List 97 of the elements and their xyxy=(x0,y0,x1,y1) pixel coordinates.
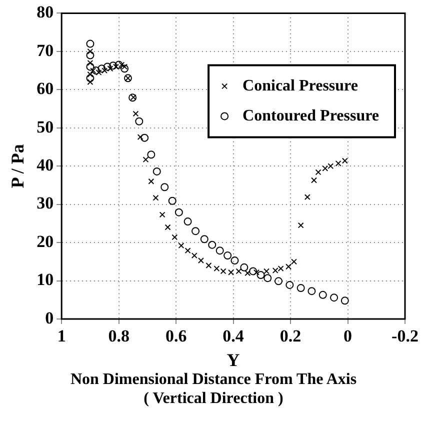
point xyxy=(148,178,154,184)
point xyxy=(264,268,270,274)
point xyxy=(107,66,114,72)
point xyxy=(311,177,317,184)
point xyxy=(102,68,108,74)
point xyxy=(92,66,100,75)
x-tick-label: 0 xyxy=(344,326,352,346)
point xyxy=(114,60,123,69)
point xyxy=(184,218,192,226)
point xyxy=(200,235,208,244)
point xyxy=(178,242,184,249)
point xyxy=(122,64,128,70)
point xyxy=(216,246,224,255)
point xyxy=(172,234,178,240)
point xyxy=(152,194,159,201)
point xyxy=(191,252,198,259)
y-axis-title: P / Pa xyxy=(7,144,28,188)
point xyxy=(109,62,118,70)
point xyxy=(278,266,284,272)
y-tick-label: 70 xyxy=(36,40,54,60)
point xyxy=(142,156,149,163)
x-tick-label: 0.6 xyxy=(165,326,187,346)
x-tick-label: 0.2 xyxy=(280,326,302,346)
point xyxy=(274,277,283,286)
point xyxy=(137,134,144,140)
point xyxy=(135,117,144,126)
point xyxy=(236,268,242,274)
point xyxy=(198,258,204,264)
point xyxy=(86,40,94,48)
text: Non Dimensional Distance From The Axis ( Vertical Direction ) xyxy=(69,370,358,408)
point xyxy=(120,64,129,73)
point xyxy=(296,284,305,292)
legend-label: Conical Pressure xyxy=(242,77,358,94)
point xyxy=(112,64,119,70)
point xyxy=(224,252,232,260)
point xyxy=(286,264,292,270)
y-tick-label: 60 xyxy=(36,79,54,98)
point xyxy=(152,167,161,176)
point xyxy=(318,290,327,299)
point xyxy=(304,194,310,200)
point xyxy=(315,169,322,176)
point xyxy=(174,208,183,216)
point xyxy=(342,158,348,164)
point xyxy=(322,165,328,172)
y-tick-label: 10 xyxy=(36,270,54,290)
point xyxy=(214,266,220,272)
point xyxy=(118,62,125,68)
point xyxy=(340,296,349,305)
point xyxy=(98,64,106,73)
point xyxy=(330,294,338,302)
x-tick-label: 0.8 xyxy=(108,326,130,346)
point xyxy=(192,227,200,236)
point xyxy=(159,212,166,218)
point xyxy=(298,222,304,228)
point xyxy=(230,256,239,265)
point xyxy=(86,74,94,82)
point xyxy=(328,163,334,170)
point xyxy=(147,150,156,159)
point xyxy=(96,69,102,76)
point xyxy=(90,68,96,74)
point xyxy=(264,274,272,282)
x-tick-label: 0.4 xyxy=(222,326,244,346)
point xyxy=(335,160,342,166)
y-tick-label: 30 xyxy=(36,194,54,213)
y-tick-label: 80 xyxy=(36,2,54,22)
point xyxy=(168,196,176,205)
point xyxy=(308,287,316,296)
point xyxy=(228,269,234,276)
x-tick-label: 1 xyxy=(57,326,66,346)
point xyxy=(132,110,139,117)
point xyxy=(184,248,191,254)
point xyxy=(256,271,265,280)
point xyxy=(220,268,226,274)
legend-label: Contoured Pressure xyxy=(242,107,380,124)
point xyxy=(290,258,297,265)
y-tick-label: 50 xyxy=(36,117,54,136)
point xyxy=(286,280,294,289)
point xyxy=(86,51,94,60)
point xyxy=(140,134,149,142)
y-tick-label: 0 xyxy=(45,308,54,328)
point xyxy=(249,267,258,276)
point xyxy=(206,262,212,268)
point xyxy=(164,224,171,230)
point xyxy=(208,240,216,249)
y-tick-label: 20 xyxy=(36,232,54,251)
point xyxy=(240,263,248,272)
point xyxy=(160,183,169,192)
point xyxy=(272,267,278,274)
y-tick-label: 40 xyxy=(36,155,54,174)
point xyxy=(87,48,94,54)
x-tick-label: -0.2 xyxy=(392,326,418,346)
point xyxy=(87,60,94,66)
x-axis-title: Y xyxy=(226,350,240,370)
point xyxy=(244,270,251,276)
point xyxy=(254,269,260,276)
point xyxy=(86,62,94,71)
point xyxy=(103,62,112,71)
